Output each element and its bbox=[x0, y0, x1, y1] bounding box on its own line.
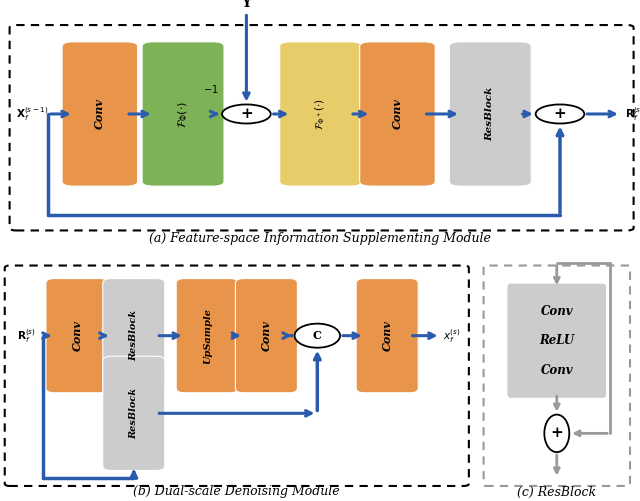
FancyBboxPatch shape bbox=[356, 279, 418, 393]
Text: UpSample: UpSample bbox=[203, 308, 212, 364]
Text: +: + bbox=[554, 107, 566, 121]
Text: $x_{f}^{(s)}$: $x_{f}^{(s)}$ bbox=[443, 327, 461, 345]
FancyBboxPatch shape bbox=[46, 279, 108, 393]
FancyBboxPatch shape bbox=[103, 279, 165, 393]
FancyBboxPatch shape bbox=[507, 283, 607, 398]
Text: $\mathbf{X}_{f}^{(s-1)}$: $\mathbf{X}_{f}^{(s-1)}$ bbox=[16, 105, 49, 123]
Text: Conv: Conv bbox=[94, 99, 106, 129]
FancyBboxPatch shape bbox=[142, 42, 224, 186]
FancyBboxPatch shape bbox=[360, 42, 435, 186]
Text: Conv: Conv bbox=[541, 305, 573, 318]
FancyBboxPatch shape bbox=[176, 279, 238, 393]
Text: $-1$: $-1$ bbox=[204, 83, 219, 95]
Text: Conv: Conv bbox=[72, 320, 83, 351]
Text: C: C bbox=[313, 330, 322, 341]
Circle shape bbox=[294, 324, 340, 348]
Text: ResBlock: ResBlock bbox=[129, 388, 138, 439]
FancyBboxPatch shape bbox=[236, 279, 298, 393]
Text: ResBlock: ResBlock bbox=[486, 87, 495, 141]
Circle shape bbox=[222, 105, 271, 124]
FancyBboxPatch shape bbox=[280, 42, 362, 186]
Text: Conv: Conv bbox=[541, 364, 573, 377]
FancyBboxPatch shape bbox=[62, 42, 138, 186]
Text: $\mathcal{F}_{\Phi}(\cdot)$: $\mathcal{F}_{\Phi}(\cdot)$ bbox=[176, 100, 190, 128]
Text: +: + bbox=[550, 426, 563, 440]
FancyBboxPatch shape bbox=[449, 42, 531, 186]
Text: Conv: Conv bbox=[381, 320, 393, 351]
Text: +: + bbox=[240, 107, 253, 121]
Text: $\mathbf{R}_{f}^{(s)}$: $\mathbf{R}_{f}^{(s)}$ bbox=[17, 327, 35, 345]
Text: $\mathbf{R}_{f}^{(s)}$: $\mathbf{R}_{f}^{(s)}$ bbox=[625, 105, 640, 123]
Circle shape bbox=[544, 415, 570, 452]
Text: (a) Feature-space Information Supplementing Module: (a) Feature-space Information Supplement… bbox=[149, 232, 491, 245]
Circle shape bbox=[536, 105, 584, 124]
Text: ResBlock: ResBlock bbox=[129, 310, 138, 361]
FancyBboxPatch shape bbox=[103, 356, 165, 470]
Text: $\mathcal{F}_{\Phi^+}(\cdot)$: $\mathcal{F}_{\Phi^+}(\cdot)$ bbox=[314, 98, 328, 130]
Text: Conv: Conv bbox=[261, 320, 272, 351]
Text: ReLU: ReLU bbox=[540, 334, 574, 347]
Text: Y: Y bbox=[241, 0, 252, 10]
Text: (b) Dual-scale Denoising Module: (b) Dual-scale Denoising Module bbox=[134, 485, 340, 498]
Text: Conv: Conv bbox=[392, 99, 403, 129]
Text: (c) ResBlock: (c) ResBlock bbox=[517, 485, 596, 498]
